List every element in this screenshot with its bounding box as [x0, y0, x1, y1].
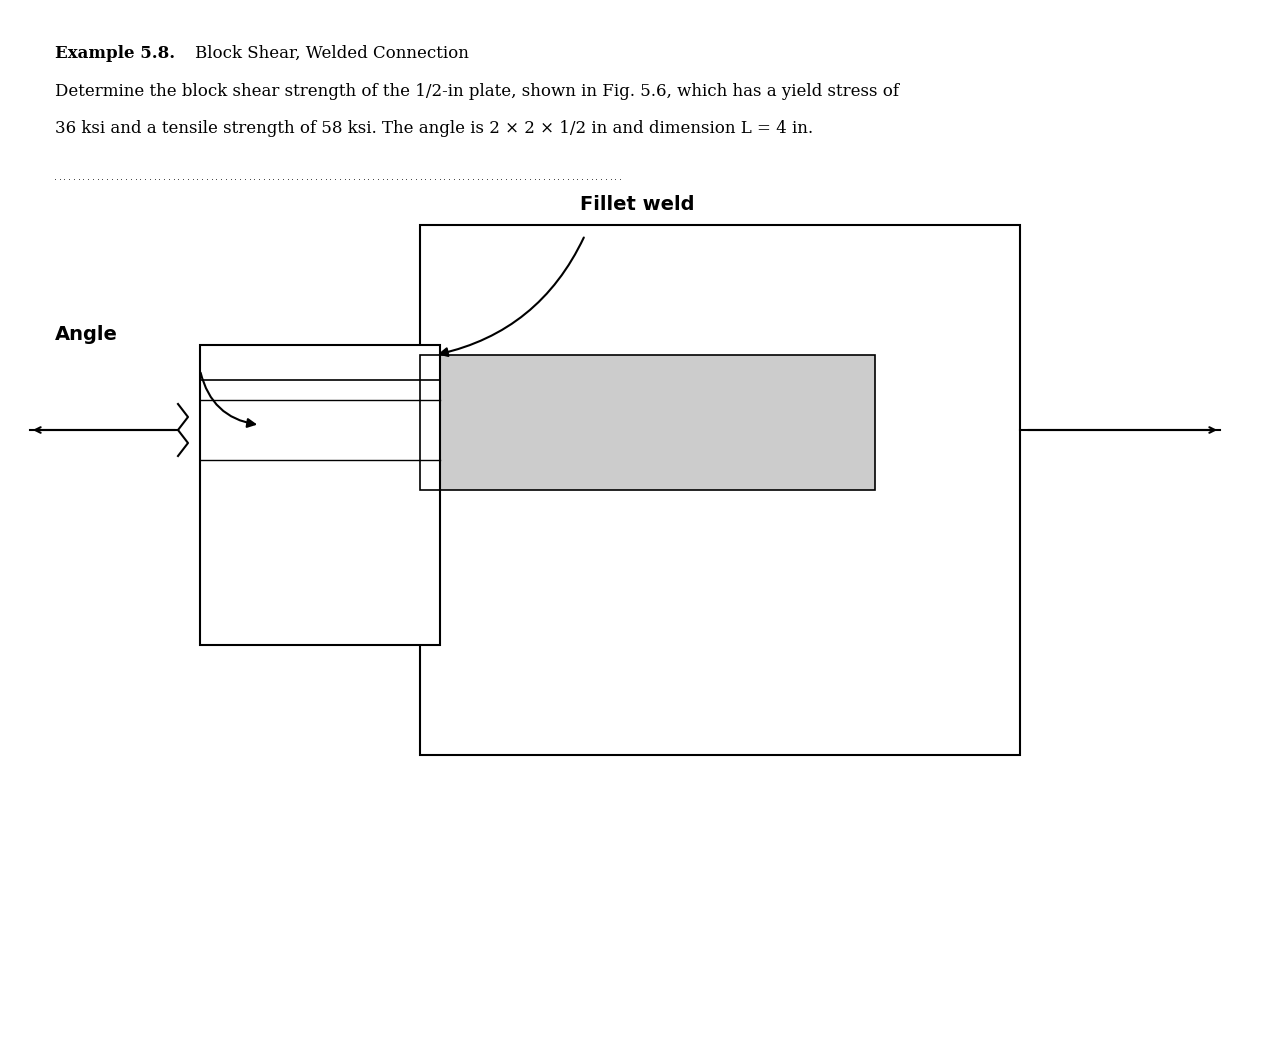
Text: Example 5.8.: Example 5.8. [55, 45, 175, 62]
Text: 36 ksi and a tensile strength of 58 ksi. The angle is 2 × 2 × 1/2 in and dimensi: 36 ksi and a tensile strength of 58 ksi.… [55, 120, 813, 137]
Bar [420, 225, 1020, 755]
Text: Block Shear, Welded Connection: Block Shear, Welded Connection [195, 45, 468, 62]
Text: Fillet weld: Fillet weld [580, 195, 695, 214]
Text: Determine the block shear strength of the 1/2-in plate, shown in Fig. 5.6, which: Determine the block shear strength of th… [55, 83, 899, 100]
Bar [200, 345, 440, 645]
Text: Angle: Angle [55, 326, 118, 345]
Bar [420, 354, 876, 490]
Bar [420, 354, 876, 490]
